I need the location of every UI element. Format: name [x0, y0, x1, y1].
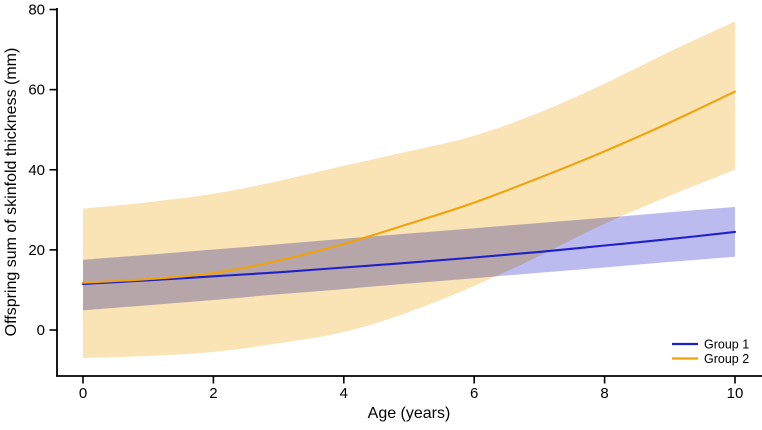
y-tick-label: 0 [37, 322, 45, 339]
series-line-group2 [81, 90, 737, 284]
x-tick-label: 2 [209, 385, 217, 402]
series-line-group1 [81, 230, 737, 285]
y-axis-ticks: 0 20 40 60 80 [28, 2, 57, 339]
y-tick-label: 40 [28, 162, 45, 179]
x-tick-label: 6 [470, 385, 478, 402]
x-tick-label: 8 [600, 385, 608, 402]
x-tick-label: 10 [727, 385, 744, 402]
ci-band-group1 [83, 207, 735, 311]
ci-band-group2 [83, 21, 735, 358]
x-axis-ticks: 0 2 4 6 8 10 [79, 376, 744, 402]
x-axis-label: Age (years) [368, 405, 451, 422]
legend-label-group2: Group 2 [704, 352, 749, 366]
y-tick-label: 60 [28, 82, 45, 99]
axes [56, 8, 762, 377]
y-axis-label: Offspring sum of skinfold thickness (mm) [3, 48, 20, 337]
x-tick-label: 4 [340, 385, 348, 402]
legend-label-group1: Group 1 [704, 338, 749, 352]
y-tick-label: 20 [28, 242, 45, 259]
ci-bands [83, 21, 735, 358]
legend: Group 1 Group 2 [672, 338, 749, 366]
y-tick-label: 80 [28, 2, 45, 19]
x-tick-label: 0 [79, 385, 87, 402]
series-lines [81, 90, 737, 285]
